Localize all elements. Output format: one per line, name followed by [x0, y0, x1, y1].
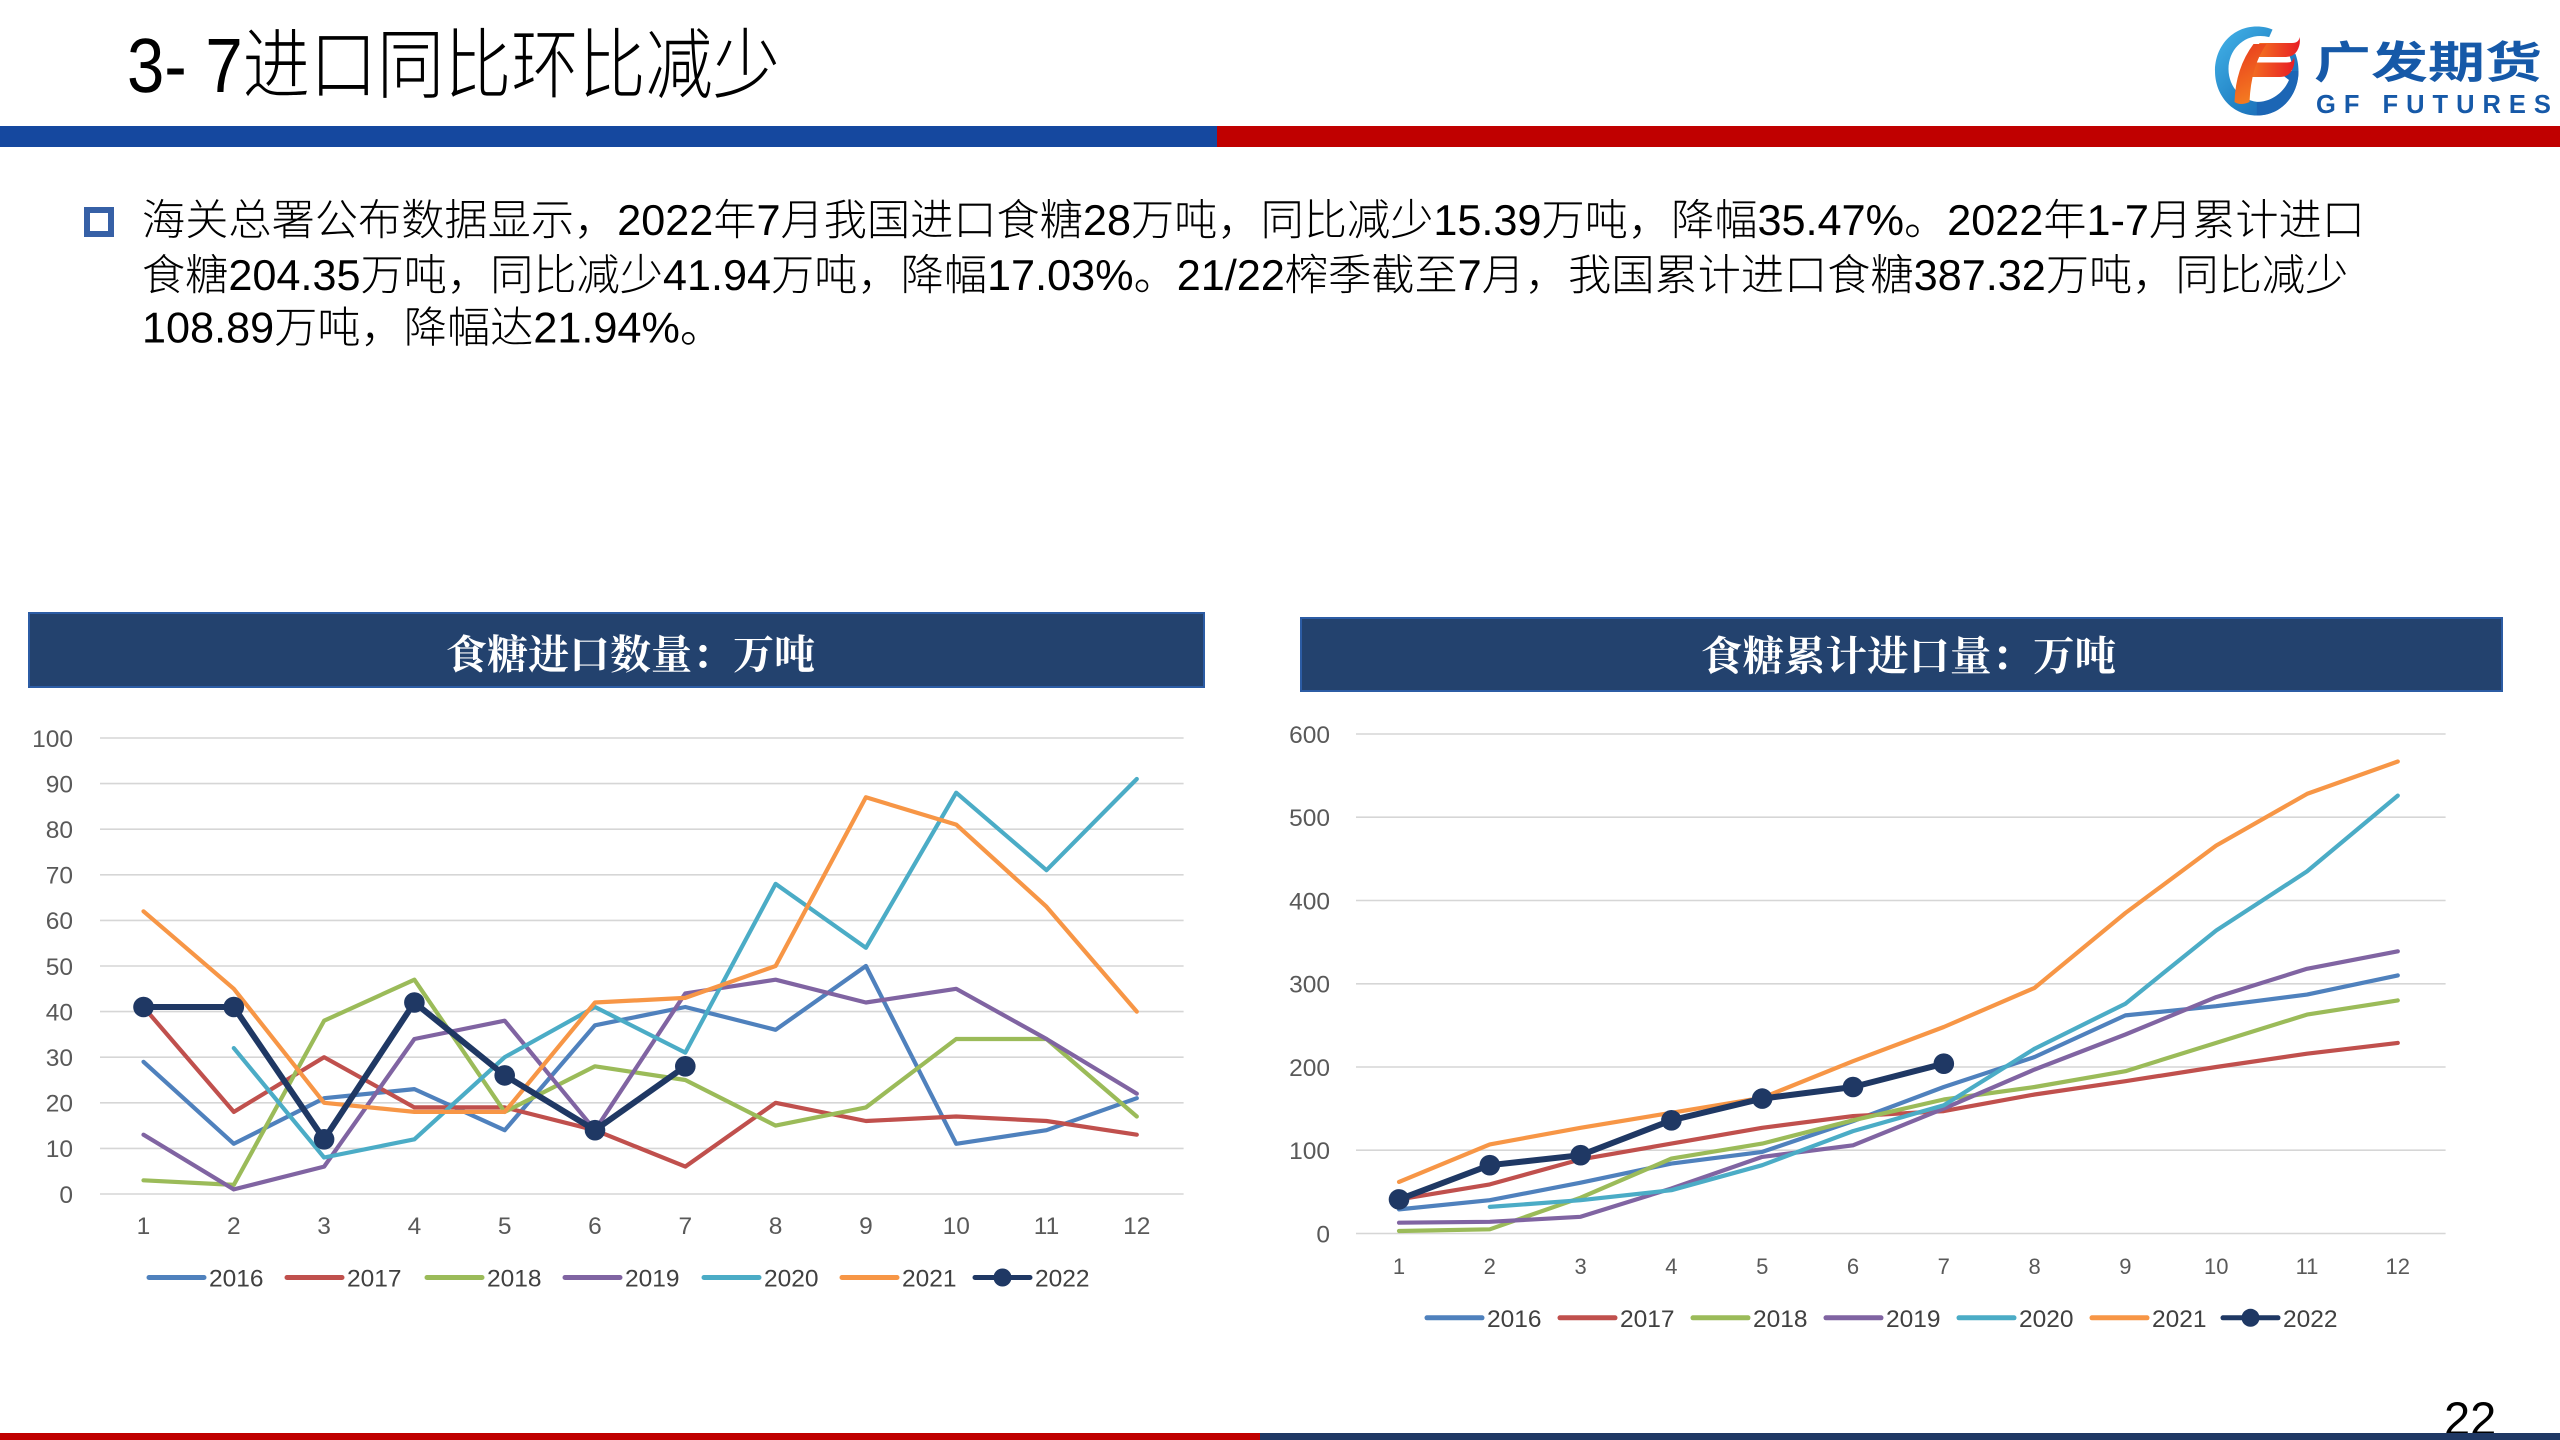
svg-text:GF FUTURES: GF FUTURES: [2316, 91, 2559, 119]
svg-text:2020: 2020: [764, 1266, 819, 1293]
svg-text:3: 3: [317, 1213, 331, 1240]
svg-text:0: 0: [1316, 1221, 1330, 1248]
svg-text:2022: 2022: [1035, 1266, 1090, 1293]
svg-text:60: 60: [46, 908, 73, 935]
svg-text:80: 80: [46, 817, 73, 844]
svg-text:4: 4: [408, 1213, 422, 1240]
svg-text:10: 10: [46, 1136, 73, 1163]
svg-text:10: 10: [2204, 1254, 2228, 1279]
svg-text:2017: 2017: [1620, 1306, 1675, 1333]
svg-text:5: 5: [498, 1213, 512, 1240]
svg-text:2021: 2021: [2152, 1306, 2207, 1333]
svg-text:8: 8: [2028, 1254, 2040, 1279]
svg-text:600: 600: [1289, 722, 1330, 749]
svg-text:200: 200: [1289, 1055, 1330, 1082]
svg-text:2021: 2021: [902, 1266, 957, 1293]
svg-text:2022: 2022: [2283, 1306, 2338, 1333]
svg-text:2019: 2019: [1886, 1306, 1941, 1333]
svg-text:1: 1: [137, 1213, 151, 1240]
svg-text:3: 3: [1574, 1254, 1586, 1279]
svg-text:5: 5: [1756, 1254, 1768, 1279]
svg-text:70: 70: [46, 863, 73, 890]
svg-text:22: 22: [2444, 1392, 2496, 1440]
svg-text:90: 90: [46, 771, 73, 798]
svg-text:2017: 2017: [347, 1266, 402, 1293]
svg-text:7: 7: [1938, 1254, 1950, 1279]
svg-text:10: 10: [943, 1213, 970, 1240]
svg-text:12: 12: [1123, 1213, 1150, 1240]
svg-text:8: 8: [769, 1213, 783, 1240]
svg-text:2018: 2018: [487, 1266, 542, 1293]
svg-text:20: 20: [46, 1091, 73, 1118]
svg-text:300: 300: [1289, 972, 1330, 999]
svg-text:1: 1: [1393, 1254, 1405, 1279]
svg-text:7: 7: [678, 1213, 692, 1240]
svg-text:2016: 2016: [1487, 1306, 1542, 1333]
svg-text:500: 500: [1289, 805, 1330, 832]
svg-text:2016: 2016: [209, 1266, 264, 1293]
svg-text:12: 12: [2386, 1254, 2410, 1279]
svg-text:6: 6: [1847, 1254, 1859, 1279]
svg-text:2: 2: [1484, 1254, 1496, 1279]
svg-text:2: 2: [227, 1213, 241, 1240]
svg-text:6: 6: [588, 1213, 602, 1240]
svg-text:11: 11: [2296, 1254, 2319, 1279]
svg-text:2019: 2019: [625, 1266, 680, 1293]
svg-text:100: 100: [32, 726, 73, 753]
svg-text:2018: 2018: [1753, 1306, 1808, 1333]
svg-text:9: 9: [859, 1213, 873, 1240]
svg-text:30: 30: [46, 1045, 73, 1072]
svg-text:2020: 2020: [2019, 1306, 2074, 1333]
svg-text:11: 11: [1034, 1213, 1059, 1240]
svg-text:4: 4: [1665, 1254, 1677, 1279]
svg-text:100: 100: [1289, 1138, 1330, 1165]
svg-text:50: 50: [46, 954, 73, 981]
svg-text:9: 9: [2119, 1254, 2131, 1279]
svg-text:0: 0: [59, 1182, 73, 1209]
svg-text:400: 400: [1289, 888, 1330, 915]
svg-text:40: 40: [46, 999, 73, 1026]
